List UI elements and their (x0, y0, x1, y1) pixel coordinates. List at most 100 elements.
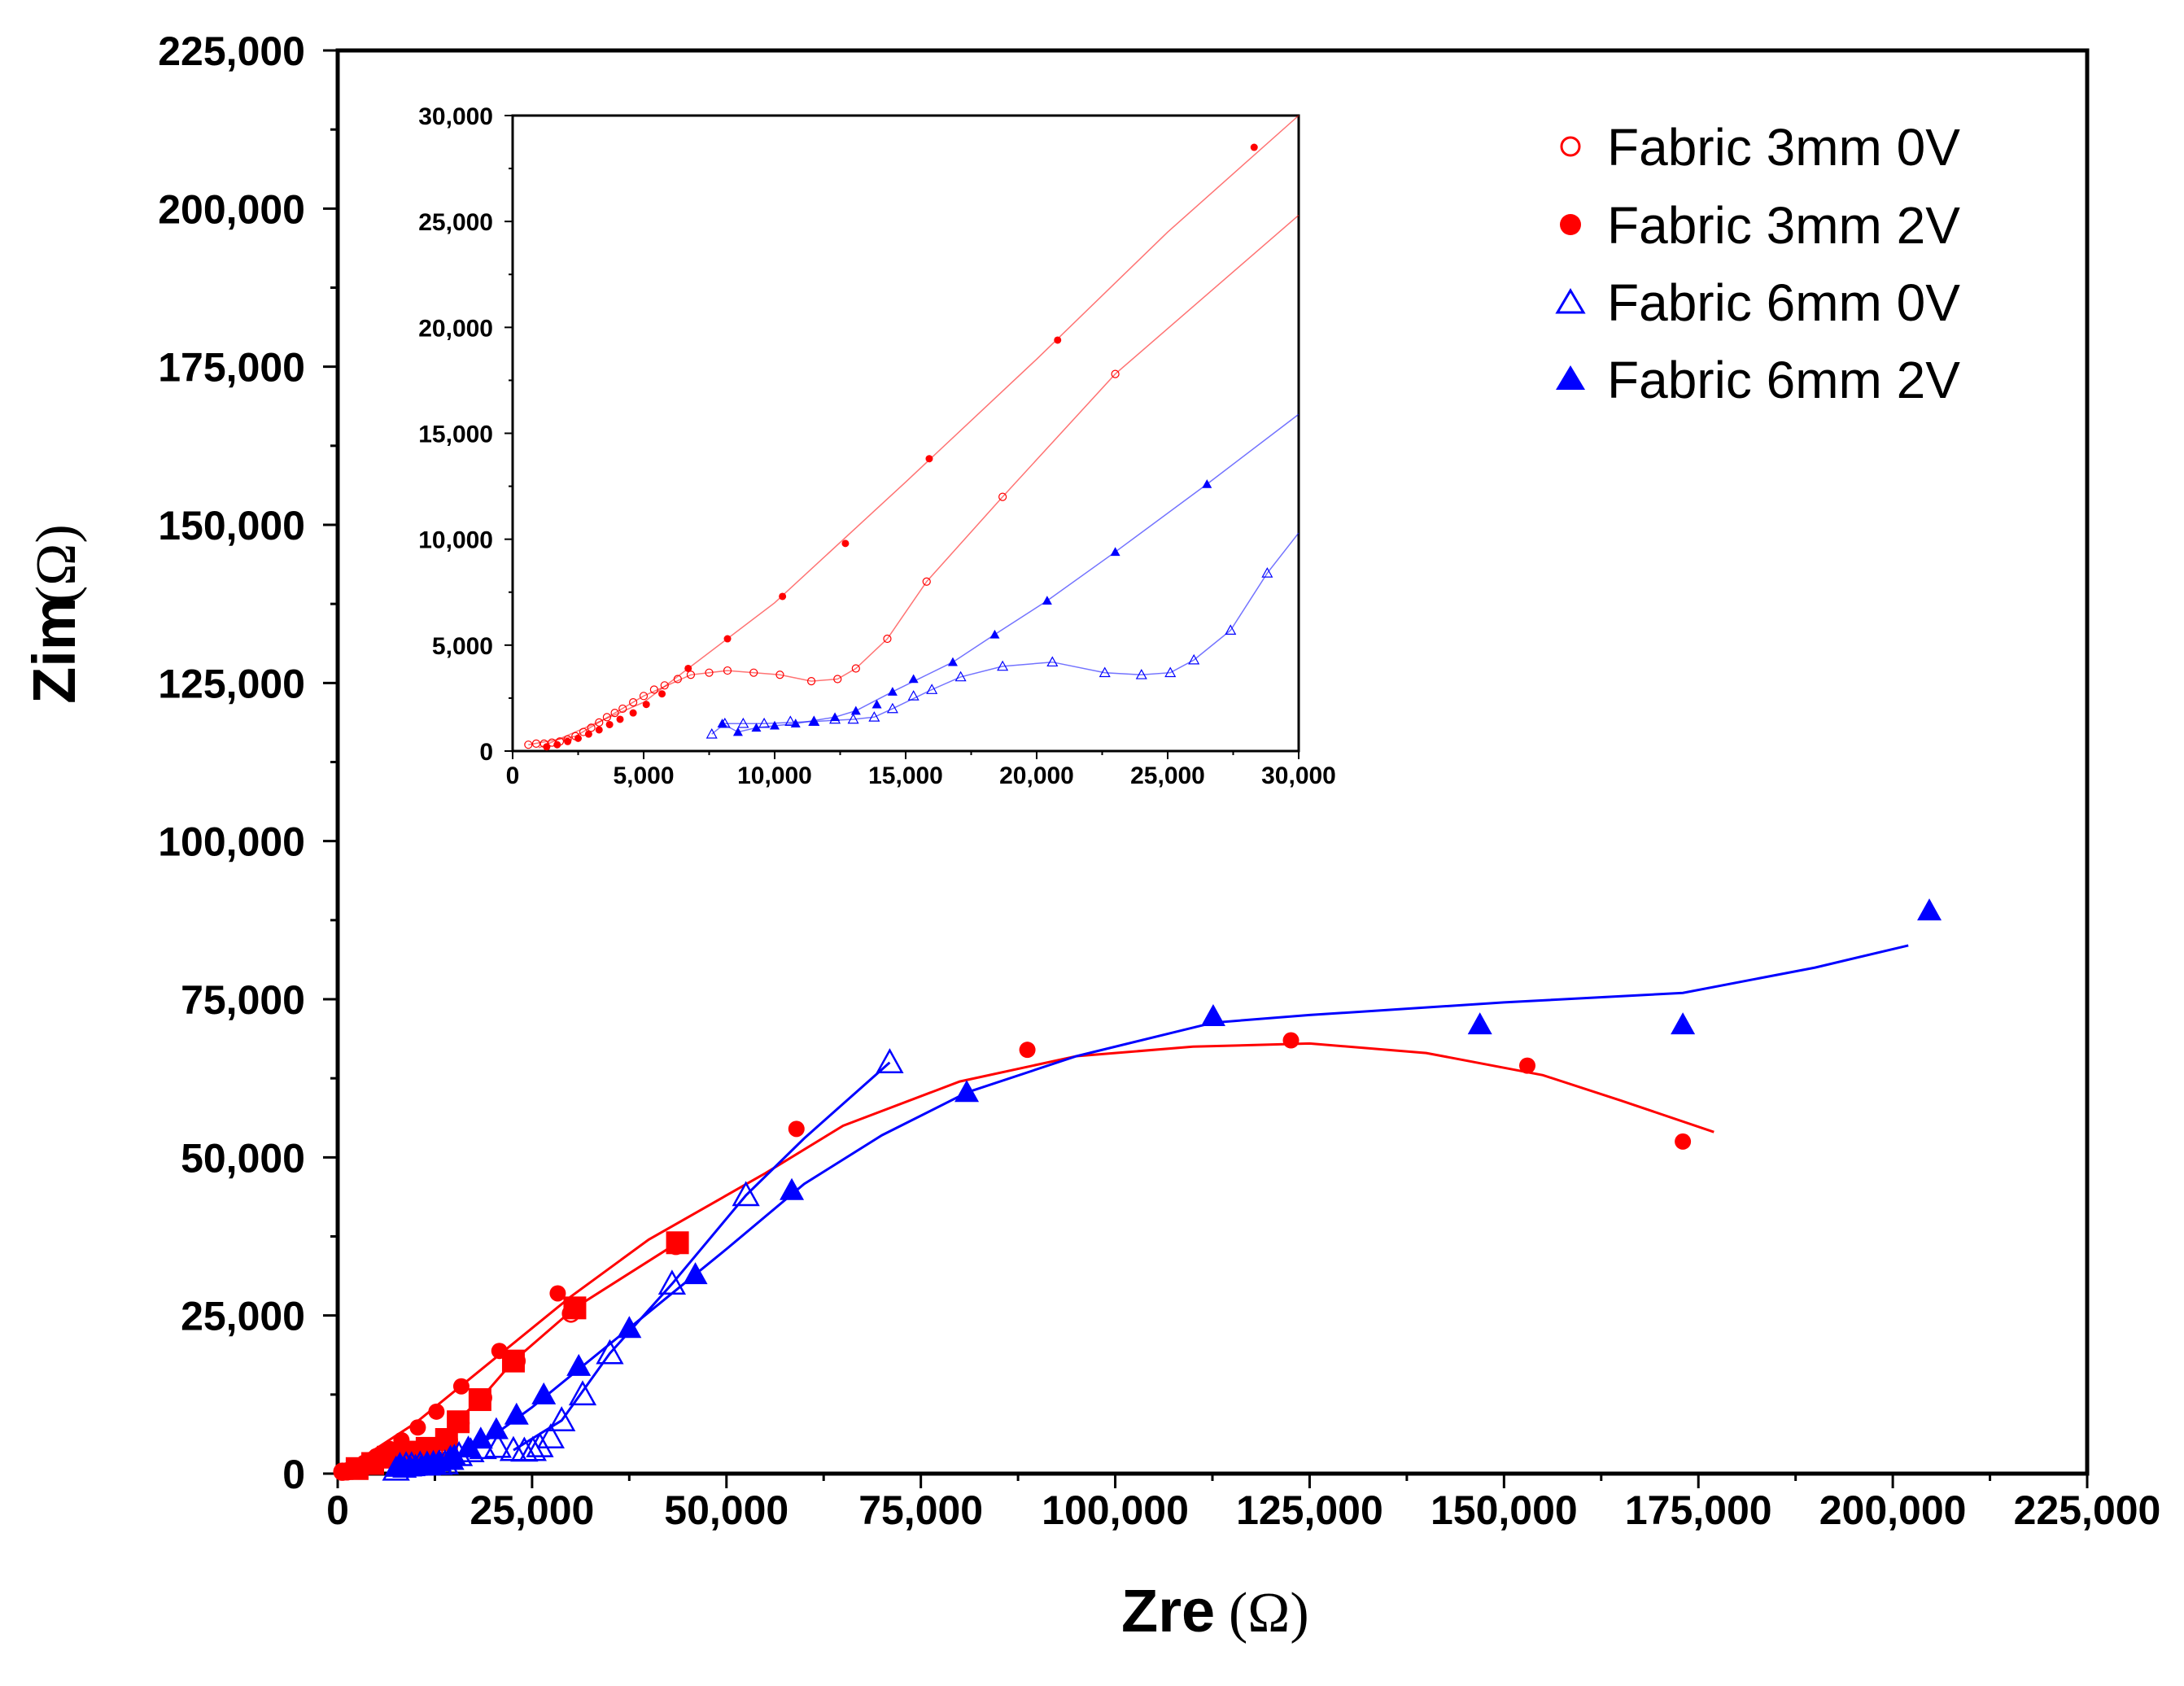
data-point (1135, 669, 1147, 679)
data-point (830, 712, 841, 722)
data-point (642, 701, 650, 709)
data-point (1467, 1012, 1492, 1035)
data-point (566, 1353, 592, 1376)
data-point (483, 1432, 512, 1458)
data-point (1202, 478, 1212, 488)
data-point (595, 726, 603, 734)
data-point (1042, 596, 1052, 605)
data-point (1519, 1057, 1535, 1074)
legend-marker-open-circle (1560, 136, 1581, 157)
data-point (737, 717, 749, 728)
data-point (595, 718, 604, 727)
y-tick-label: 175,000 (158, 345, 305, 391)
data-point (926, 684, 938, 694)
data-point (1046, 656, 1059, 667)
legend-marker-filled-circle (1560, 214, 1581, 235)
data-point (947, 657, 958, 666)
main-axis-ticks: 0 25,000 50,000 75,000 100,000 125,000 150,000… (158, 28, 2160, 1533)
legend-label: Fabric 6mm 0V (1607, 273, 1960, 332)
data-point (1164, 666, 1177, 678)
data-point (908, 674, 919, 684)
data-point (524, 740, 533, 749)
data-point (907, 690, 919, 701)
x-tick-label: 0 (506, 762, 520, 789)
y-axis-label: Zim (20, 596, 88, 704)
legend-entry-3mm-2v: Fabric 3mm 2V (1560, 196, 1960, 255)
main-data-points (333, 898, 1942, 1481)
data-point (563, 1296, 587, 1320)
data-point (841, 539, 850, 548)
data-point (629, 698, 638, 707)
y-axis-unit: (Ω) (25, 524, 88, 605)
series-fabric-6mm-2v (387, 898, 1942, 1479)
legend-entry-3mm-0v: Fabric 3mm 0V (1560, 118, 1960, 177)
data-point (447, 1410, 470, 1434)
y-tick-label: 25,000 (181, 1294, 305, 1339)
data-point (1671, 1012, 1696, 1035)
legend-label: Fabric 3mm 2V (1607, 196, 1960, 255)
y-tick-label: 10,000 (418, 527, 493, 554)
data-point (790, 719, 801, 727)
data-point (770, 720, 780, 730)
data-point (751, 723, 762, 732)
x-tick-label: 150,000 (1431, 1487, 1578, 1533)
data-point (922, 577, 931, 586)
data-point (649, 685, 658, 694)
data-point (717, 719, 727, 727)
data-point (705, 668, 714, 677)
inset-plot: 0 5,000 10,000 15,000 20,000 25,000 30,000 0 5,0… (418, 103, 1336, 789)
y-tick-label: 125,000 (158, 661, 305, 706)
data-point (617, 1316, 642, 1339)
data-point (587, 723, 596, 732)
data-point (1200, 1003, 1225, 1026)
y-tick-label: 0 (282, 1452, 305, 1497)
data-point (684, 664, 692, 672)
y-tick-label: 0 (479, 739, 493, 766)
data-point (468, 1426, 493, 1449)
x-tick-label: 100,000 (1042, 1487, 1189, 1533)
data-point (442, 1444, 467, 1466)
main-plot: 0 25,000 50,000 75,000 100,000 125,000 150,000… (158, 28, 2160, 1533)
x-axis-unit: (Ω) (1229, 1582, 1309, 1645)
y-tick-label: 225,000 (158, 28, 305, 74)
fit-line (337, 1042, 1714, 1475)
data-point (886, 702, 898, 714)
data-point (868, 711, 880, 722)
data-point (658, 690, 666, 698)
data-point (723, 635, 732, 643)
data-point (531, 1382, 557, 1404)
x-tick-label: 125,000 (1236, 1487, 1383, 1533)
y-tick-label: 15,000 (418, 422, 493, 448)
data-point (610, 709, 619, 718)
data-point (1250, 143, 1258, 151)
data-point (596, 1339, 624, 1365)
data-point (871, 699, 882, 709)
data-point (732, 1181, 760, 1207)
data-point (605, 720, 614, 728)
data-point (686, 670, 696, 679)
data-point (954, 670, 967, 682)
data-point (1054, 336, 1062, 344)
series-fabric-6mm-0v (705, 567, 1273, 739)
y-tick-label: 20,000 (418, 315, 493, 342)
data-point (428, 1403, 445, 1420)
data-point (618, 704, 627, 714)
data-point (925, 455, 933, 463)
legend-entry-6mm-2v: Fabric 6mm 2V (1556, 351, 1960, 409)
data-point (526, 1432, 554, 1457)
x-tick-label: 20,000 (999, 762, 1074, 789)
x-tick-label: 25,000 (1130, 762, 1205, 789)
data-point (989, 629, 1000, 639)
y-tick-label: 150,000 (158, 503, 305, 548)
y-tick-label: 100,000 (158, 819, 305, 865)
fit-line (513, 1061, 891, 1452)
data-point (639, 692, 649, 701)
data-point (784, 715, 797, 726)
y-tick-label: 25,000 (418, 209, 493, 236)
data-point (732, 727, 743, 736)
x-tick-label: 200,000 (1819, 1487, 1967, 1533)
data-point (673, 675, 682, 684)
data-point (833, 675, 842, 684)
data-point (456, 1435, 481, 1458)
data-point (666, 1231, 689, 1255)
